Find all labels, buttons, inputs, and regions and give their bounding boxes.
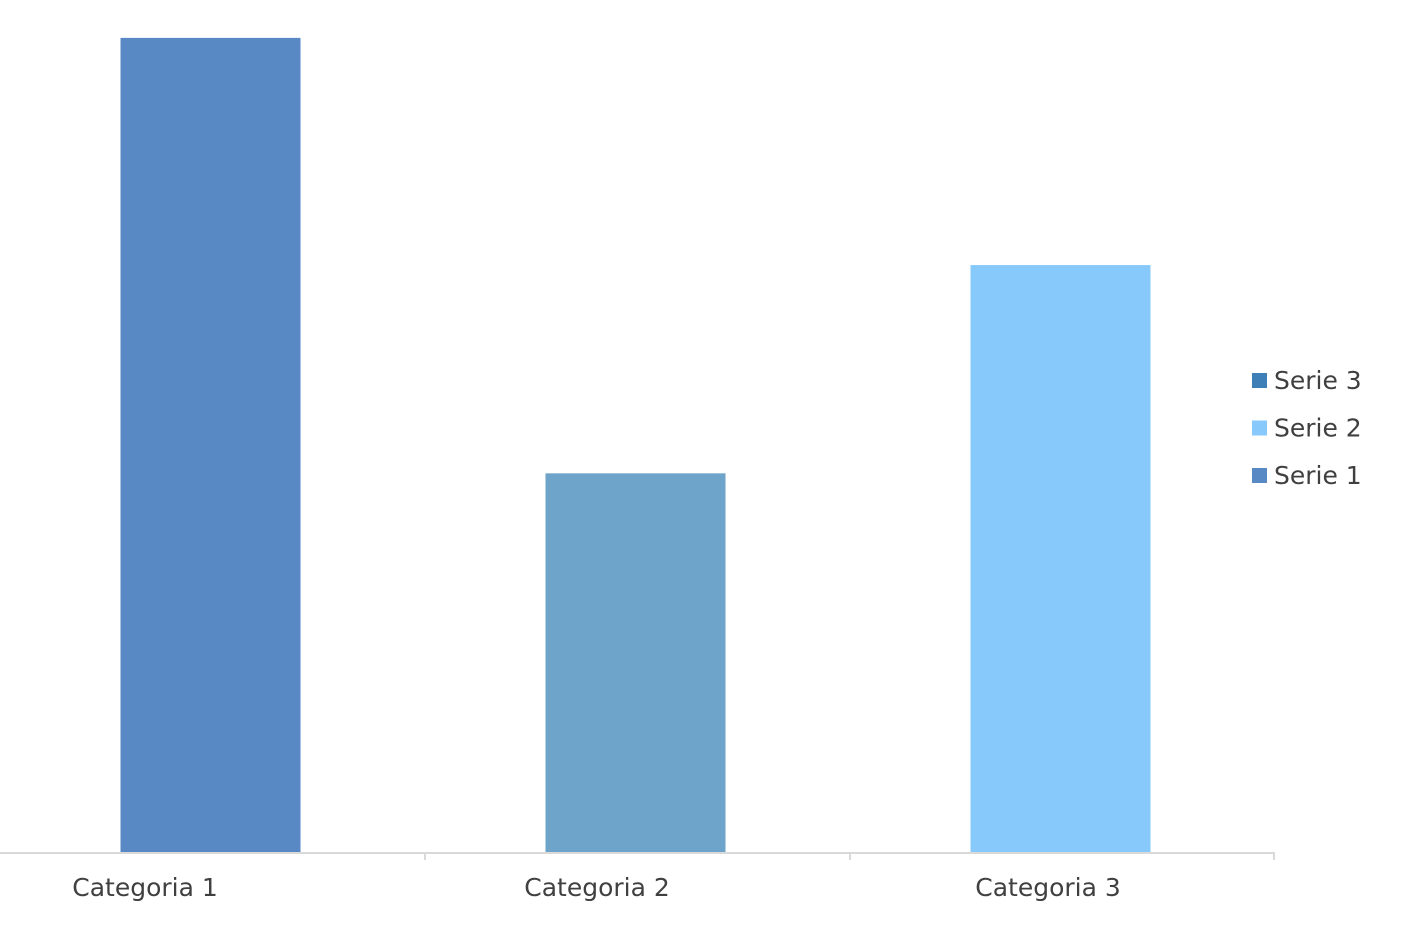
legend-label-serie-2: Serie 2 (1274, 414, 1362, 443)
legend-item-serie-3: Serie 3 (1252, 366, 1362, 395)
legend-item-serie-2: Serie 2 (1252, 414, 1362, 443)
legend-swatch-serie-3 (1252, 373, 1267, 388)
x-tick-label-1: Categoria 1 (72, 873, 218, 902)
x-tick-label-3: Categoria 3 (975, 873, 1121, 902)
legend-label-serie-3: Serie 3 (1274, 366, 1362, 395)
legend-label-serie-1: Serie 1 (1274, 461, 1362, 490)
x-ticks (424, 853, 1275, 860)
bars-group (120, 37, 1151, 853)
legend: Serie 3 Serie 2 Serie 1 (1252, 366, 1362, 490)
bar-serie-2-categoria-2 (545, 473, 726, 852)
x-tick-label-2: Categoria 2 (524, 873, 670, 902)
bar-serie-1-categoria-1 (120, 37, 301, 853)
legend-swatch-serie-2 (1252, 420, 1267, 436)
x-tick-labels: Categoria 1 Categoria 2 Categoria 3 (72, 873, 1121, 902)
x-axis (0, 852, 1275, 860)
bar-serie-3-categoria-3 (970, 265, 1151, 853)
legend-swatch-serie-1 (1252, 468, 1267, 483)
legend-item-serie-1: Serie 1 (1252, 461, 1362, 490)
